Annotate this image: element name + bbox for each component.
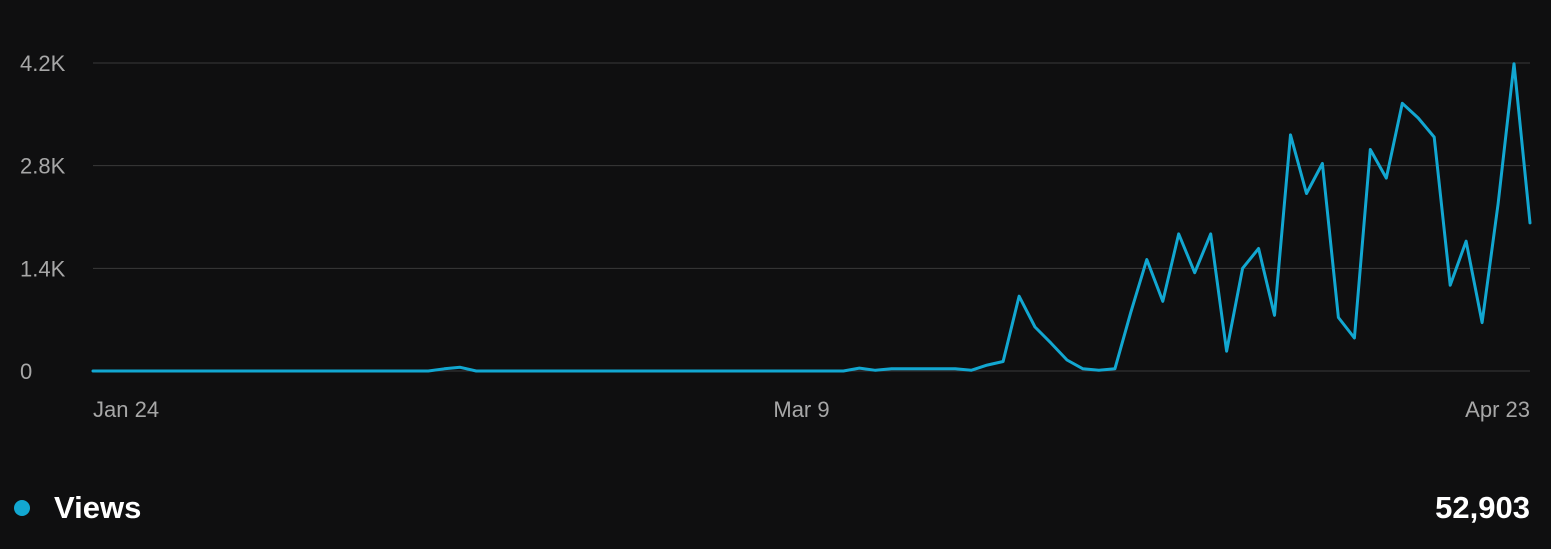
x-tick-label: Jan 24: [93, 397, 159, 422]
views-line-chart: 0 1.4K 2.8K 4.2K Jan 24 Mar 9 Apr 23: [20, 51, 1532, 422]
y-axis-tick-labels: 0 1.4K 2.8K 4.2K: [20, 51, 66, 384]
legend-item-views[interactable]: Views: [14, 490, 141, 526]
y-tick-label: 1.4K: [20, 256, 66, 281]
series-line-views[interactable]: [91, 62, 1532, 373]
legend-dot-icon: [14, 500, 30, 516]
y-tick-label: 0: [20, 359, 32, 384]
gridlines: [93, 62, 1530, 372]
x-tick-label: Apr 23: [1465, 397, 1530, 422]
series-layer: [91, 62, 1532, 373]
legend-label: Views: [54, 490, 142, 525]
y-tick-label: 2.8K: [20, 154, 66, 179]
y-tick-label: 4.2K: [20, 51, 66, 76]
x-axis-tick-labels: Jan 24 Mar 9 Apr 23: [93, 397, 1530, 422]
total-views-value: 52,903: [1435, 490, 1530, 525]
legend: Views 52,903: [14, 484, 1530, 532]
x-tick-label: Mar 9: [773, 397, 829, 422]
